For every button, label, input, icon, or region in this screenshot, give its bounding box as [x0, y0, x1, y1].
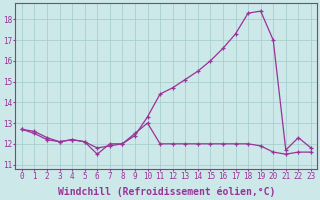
X-axis label: Windchill (Refroidissement éolien,°C): Windchill (Refroidissement éolien,°C) [58, 187, 275, 197]
